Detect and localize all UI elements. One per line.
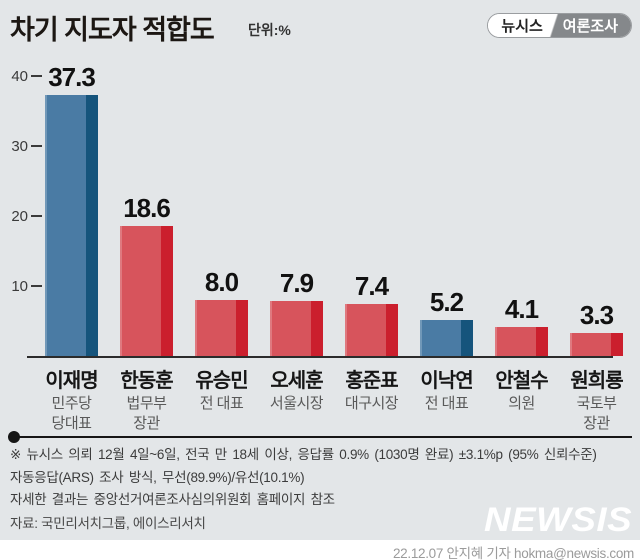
bar-sublabel: 서울시장 bbox=[269, 395, 324, 412]
y-tick-dash bbox=[31, 215, 42, 217]
y-tick-label: 20 bbox=[11, 207, 28, 225]
bar-value-label: 3.3 bbox=[579, 300, 614, 330]
bar-sublabel: 법무부 bbox=[126, 395, 167, 412]
bar bbox=[195, 300, 248, 356]
footnote-line: 자동응답(ARS) 조사 방식, 무선(89.9%)/유선(10.1%) bbox=[10, 469, 305, 485]
bar-category-label: 원희룡 bbox=[570, 370, 623, 392]
newsis-watermark-logo: NEWSIS bbox=[483, 501, 632, 539]
bar bbox=[345, 304, 398, 356]
byline: 22.12.07 안지혜 기자 hokma@newsis.com bbox=[392, 546, 634, 560]
footnote-line: 자세한 결과는 중앙선거여론조사심의위원회 홈페이지 참조 bbox=[10, 492, 335, 507]
bar-sublabel: 의원 bbox=[508, 395, 535, 412]
x-axis-line bbox=[27, 356, 613, 358]
y-tick-label: 40 bbox=[11, 67, 28, 85]
badge-brand: 뉴시스 bbox=[488, 14, 547, 37]
y-axis-tick: 30 bbox=[0, 137, 42, 155]
y-axis-tick: 20 bbox=[0, 207, 42, 225]
bar-sublabel: 국토부 bbox=[576, 395, 617, 412]
bar-value-label: 37.3 bbox=[48, 62, 96, 92]
bar-category-label: 유승민 bbox=[195, 370, 248, 392]
y-tick-label: 10 bbox=[11, 277, 28, 295]
unit-label: 단위:% bbox=[248, 22, 291, 38]
y-axis-tick: 10 bbox=[0, 277, 42, 295]
bar-sublabel: 장관 bbox=[583, 415, 610, 432]
bar-category-label: 한동훈 bbox=[120, 370, 173, 392]
badge-category: 여론조사 bbox=[560, 14, 631, 37]
bar-sublabel: 민주당 bbox=[51, 395, 92, 412]
y-tick-dash bbox=[31, 285, 42, 287]
bar-sublabel: 대구시장 bbox=[344, 395, 399, 412]
source-line: 자료: 국민리서치그룹, 에이스리서치 bbox=[10, 516, 206, 531]
bar-sublabel: 장관 bbox=[133, 415, 160, 432]
bar-value-label: 18.6 bbox=[123, 193, 171, 223]
bar bbox=[495, 327, 548, 356]
y-tick-dash bbox=[31, 145, 42, 147]
bar-category-label: 이낙연 bbox=[420, 370, 473, 392]
footnote-line: ※ 뉴시스 의뢰 12월 4일~6일, 전국 만 18세 이상, 응답률 0.9… bbox=[10, 447, 597, 462]
bar-category-label: 오세훈 bbox=[270, 370, 323, 392]
chart-panel: 차기 지도자 적합도 단위:% 뉴시스 여론조사 40 30 20 10 37.3 이재명… bbox=[0, 0, 640, 540]
y-tick-label: 30 bbox=[11, 137, 28, 155]
bar bbox=[420, 320, 473, 356]
y-axis-tick: 40 bbox=[0, 67, 42, 85]
separator-line bbox=[12, 436, 632, 438]
bar-value-label: 4.1 bbox=[504, 294, 539, 324]
bar-sublabel: 당대표 bbox=[51, 415, 92, 432]
y-tick-dash bbox=[31, 75, 42, 77]
bar-value-label: 8.0 bbox=[204, 267, 239, 297]
bar-category-label: 홍준표 bbox=[345, 370, 398, 392]
bar-category-label: 안철수 bbox=[495, 370, 548, 392]
bar-sublabel: 전 대표 bbox=[199, 395, 244, 412]
bar bbox=[45, 95, 98, 356]
badge-slash-divider bbox=[546, 14, 561, 37]
bar bbox=[570, 333, 623, 356]
page-title: 차기 지도자 적합도 bbox=[10, 15, 215, 45]
bar-value-label: 7.9 bbox=[279, 268, 314, 298]
bar bbox=[120, 226, 173, 356]
bar bbox=[270, 301, 323, 356]
bar-category-label: 이재명 bbox=[45, 370, 98, 392]
bar-value-label: 7.4 bbox=[354, 271, 389, 301]
bar-sublabel: 전 대표 bbox=[424, 395, 469, 412]
newsis-poll-badge: 뉴시스 여론조사 bbox=[487, 13, 632, 38]
footnote-block: ※ 뉴시스 의뢰 12월 4일~6일, 전국 만 18세 이상, 응답률 0.9… bbox=[10, 444, 634, 512]
bar-value-label: 5.2 bbox=[429, 287, 464, 317]
